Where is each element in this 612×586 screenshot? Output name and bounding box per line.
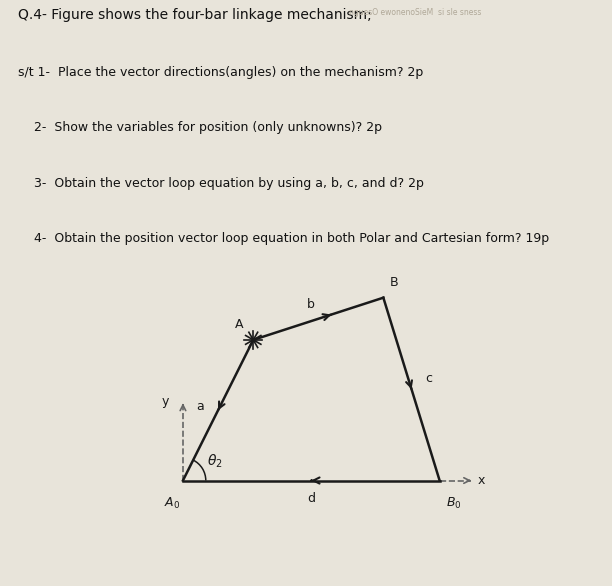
Text: c: c — [425, 372, 433, 385]
Text: x: x — [478, 474, 485, 487]
Text: A: A — [235, 318, 244, 331]
Text: Q.4- Figure shows the four-bar linkage mechanism;: Q.4- Figure shows the four-bar linkage m… — [18, 8, 372, 22]
Text: a: a — [196, 400, 204, 413]
Text: d: d — [307, 492, 315, 505]
Text: 2-  Show the variables for position (only unknowns)? 2p: 2- Show the variables for position (only… — [18, 121, 382, 134]
Text: 4-  Obtain the position vector loop equation in both Polar and Cartesian form? 1: 4- Obtain the position vector loop equat… — [18, 232, 550, 245]
Text: $A_0$: $A_0$ — [164, 496, 181, 512]
Text: s/t 1-  Place the vector directions(angles) on the mechanism? 2p: s/t 1- Place the vector directions(angle… — [18, 66, 424, 79]
Text: nguesO ewonenoSieM  si sle sness: nguesO ewonenoSieM si sle sness — [349, 8, 481, 17]
Text: $\theta_2$: $\theta_2$ — [207, 452, 222, 470]
Text: 3-  Obtain the vector loop equation by using a, b, c, and d? 2p: 3- Obtain the vector loop equation by us… — [18, 177, 424, 190]
Text: $B_0$: $B_0$ — [446, 496, 461, 512]
Text: y: y — [162, 395, 169, 408]
Text: b: b — [307, 298, 315, 311]
Text: B: B — [390, 276, 398, 289]
